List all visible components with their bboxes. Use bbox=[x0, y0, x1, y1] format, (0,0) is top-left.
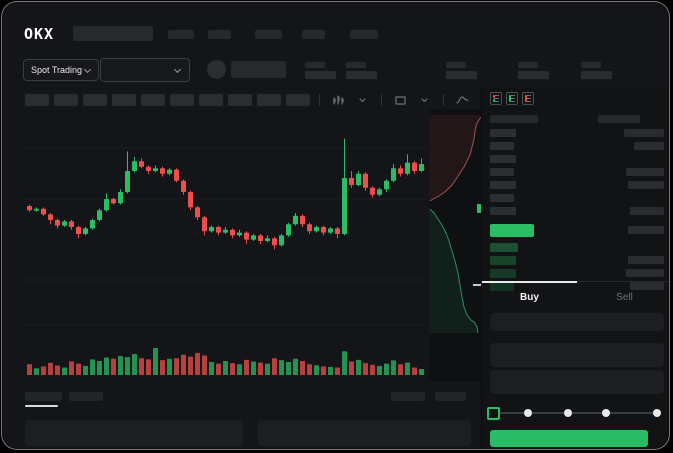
orderbook-layout-both-icon[interactable] bbox=[490, 92, 502, 105]
orderbook-panel: Buy Sell bbox=[481, 87, 668, 448]
timeframe-button[interactable] bbox=[228, 94, 252, 106]
last-price-row[interactable] bbox=[490, 224, 664, 237]
chevron-down-icon[interactable] bbox=[356, 94, 369, 107]
ask-row[interactable] bbox=[490, 168, 664, 177]
last-price-badge bbox=[490, 224, 534, 237]
bid-row[interactable] bbox=[490, 282, 664, 291]
nav-item-placeholder[interactable] bbox=[350, 30, 378, 39]
timeframe-button[interactable] bbox=[257, 94, 281, 106]
timeframe-button[interactable] bbox=[141, 94, 165, 106]
orderbook-header-right bbox=[598, 115, 640, 123]
tab-buy[interactable]: Buy bbox=[482, 281, 577, 312]
order-amount-field[interactable] bbox=[490, 343, 664, 367]
timeframe-button[interactable] bbox=[54, 94, 78, 106]
bid-row[interactable] bbox=[490, 256, 664, 265]
nav-item-placeholder[interactable] bbox=[208, 30, 231, 39]
chart-type-icon[interactable] bbox=[332, 94, 345, 107]
slider-stop[interactable] bbox=[524, 409, 533, 417]
ask-row[interactable] bbox=[490, 207, 664, 216]
depth-chart[interactable] bbox=[429, 109, 481, 381]
tab-sell[interactable]: Sell bbox=[616, 291, 633, 303]
timeframe-button[interactable] bbox=[112, 94, 136, 106]
slider-stop[interactable] bbox=[487, 407, 500, 420]
timeframe-button[interactable] bbox=[170, 94, 194, 106]
bid-row[interactable] bbox=[490, 269, 664, 278]
nav-item-placeholder[interactable] bbox=[302, 30, 325, 39]
market-type-selector[interactable]: Spot Trading bbox=[23, 59, 99, 81]
bid-row[interactable] bbox=[490, 243, 640, 252]
coin-icon bbox=[207, 60, 226, 79]
candlestick-chart[interactable] bbox=[23, 109, 428, 381]
slider-stop[interactable] bbox=[563, 409, 572, 417]
chevron-down-icon bbox=[175, 67, 181, 73]
orderbook-header-left bbox=[490, 115, 538, 123]
trading-app-window: OKX Spot Trading Buy Sell bbox=[3, 3, 668, 448]
amount-percent-slider[interactable] bbox=[487, 406, 661, 420]
trade-side-tabs: Buy Sell bbox=[482, 281, 668, 312]
ask-row[interactable] bbox=[490, 181, 664, 190]
slider-stop[interactable] bbox=[653, 409, 661, 417]
timeframe-button[interactable] bbox=[286, 94, 310, 106]
orderbook-layout-asks-icon[interactable] bbox=[522, 92, 534, 105]
chevron-down-icon[interactable] bbox=[418, 94, 431, 107]
bottom-panel-placeholder[interactable] bbox=[258, 420, 471, 446]
okx-logo[interactable]: OKX bbox=[24, 25, 55, 43]
active-tab-indicator bbox=[25, 405, 58, 407]
order-price-field[interactable] bbox=[490, 313, 664, 331]
bottom-tab[interactable] bbox=[69, 392, 103, 401]
orderbook-layout-bids-icon[interactable] bbox=[506, 92, 518, 105]
bottom-panel-placeholder[interactable] bbox=[25, 420, 243, 446]
nav-item-placeholder[interactable] bbox=[255, 30, 282, 39]
display-mode-icon[interactable] bbox=[394, 94, 407, 107]
timeframe-button[interactable] bbox=[199, 94, 223, 106]
slider-stop[interactable] bbox=[601, 409, 610, 417]
bottom-action[interactable] bbox=[391, 392, 425, 401]
ask-row[interactable] bbox=[490, 155, 640, 164]
slider-track[interactable] bbox=[492, 412, 657, 414]
bottom-action[interactable] bbox=[435, 392, 466, 401]
nav-item-placeholder[interactable] bbox=[168, 30, 194, 39]
submit-buy-button[interactable] bbox=[490, 430, 648, 447]
market-type-label: Spot Trading bbox=[31, 65, 83, 75]
pair-name-placeholder bbox=[231, 61, 286, 78]
ask-row[interactable] bbox=[490, 194, 640, 203]
brand-placeholder bbox=[73, 26, 153, 41]
pair-dropdown[interactable] bbox=[100, 58, 190, 82]
bottom-tab[interactable] bbox=[25, 392, 62, 401]
ask-row[interactable] bbox=[490, 129, 664, 138]
timeframe-button[interactable] bbox=[83, 94, 107, 106]
chevron-down-icon bbox=[85, 67, 91, 73]
ask-row[interactable] bbox=[490, 142, 664, 151]
indicators-icon[interactable] bbox=[456, 94, 469, 107]
timeframe-button[interactable] bbox=[25, 94, 49, 106]
order-total-field[interactable] bbox=[490, 370, 664, 394]
chart-toolbar bbox=[25, 93, 568, 107]
